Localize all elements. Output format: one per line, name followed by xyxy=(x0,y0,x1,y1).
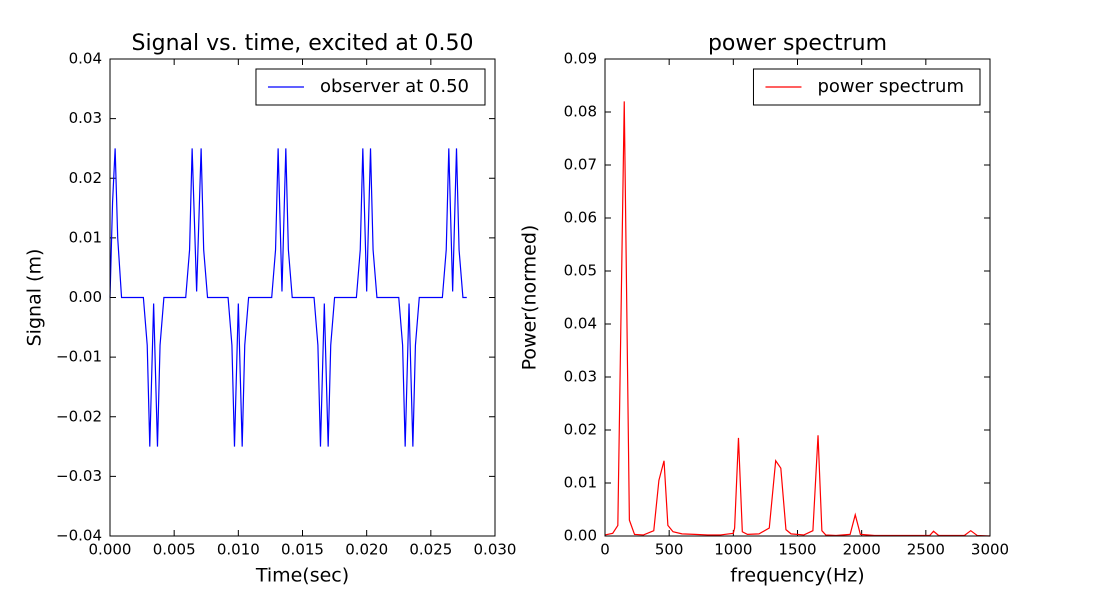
x-tick-label: 3000 xyxy=(971,541,1009,559)
x-tick-label: 2500 xyxy=(907,541,945,559)
axes-frame xyxy=(604,58,991,537)
x-tick-label: 500 xyxy=(655,541,684,559)
x-tick-label: 1000 xyxy=(714,541,752,559)
y-tick-label: 0.00 xyxy=(564,527,597,545)
x-axis-label: Time(sec) xyxy=(255,565,349,587)
x-tick-label: 0.010 xyxy=(217,541,260,559)
chart-title: Signal vs. time, excited at 0.50 xyxy=(132,31,474,56)
x-tick-label: 0.015 xyxy=(281,541,324,559)
legend-label: power spectrum xyxy=(817,76,964,97)
y-axis-label: Power(normed) xyxy=(519,225,541,371)
data-line xyxy=(604,101,991,537)
x-tick-label: 0.005 xyxy=(153,541,196,559)
y-tick-label: −0.02 xyxy=(56,407,102,425)
y-axis-label: Signal (m) xyxy=(24,249,46,347)
x-tick-label: 0.030 xyxy=(474,541,517,559)
y-tick-label: −0.01 xyxy=(56,348,102,366)
y-tick-label: 0.00 xyxy=(69,288,102,306)
y-tick-label: 0.03 xyxy=(564,368,597,386)
y-tick-label: 0.07 xyxy=(564,156,597,174)
x-tick-label: 0 xyxy=(600,541,610,559)
y-tick-label: 0.03 xyxy=(69,109,102,127)
y-tick-label: 0.01 xyxy=(564,474,597,492)
x-tick-label: 0.025 xyxy=(409,541,452,559)
chart-title: power spectrum xyxy=(708,31,887,56)
y-tick-label: 0.04 xyxy=(564,315,597,333)
x-tick-label: 0.000 xyxy=(89,541,132,559)
legend-label: observer at 0.50 xyxy=(320,76,469,97)
x-axis-label: frequency(Hz) xyxy=(730,565,864,587)
x-tick-label: 2000 xyxy=(843,541,881,559)
y-tick-label: 0.05 xyxy=(564,262,597,280)
x-tick-label: 1500 xyxy=(778,541,816,559)
y-tick-label: 0.01 xyxy=(69,228,102,246)
y-tick-label: −0.04 xyxy=(56,527,102,545)
y-tick-label: 0.08 xyxy=(564,103,597,121)
y-tick-label: 0.04 xyxy=(69,50,102,68)
y-tick-label: 0.02 xyxy=(564,421,597,439)
y-tick-label: −0.03 xyxy=(56,467,102,485)
axes-frame xyxy=(109,58,496,537)
y-tick-label: 0.02 xyxy=(69,169,102,187)
x-tick-label: 0.020 xyxy=(345,541,388,559)
y-tick-label: 0.06 xyxy=(564,209,597,227)
data-line xyxy=(109,148,467,447)
y-tick-label: 0.09 xyxy=(564,50,597,68)
